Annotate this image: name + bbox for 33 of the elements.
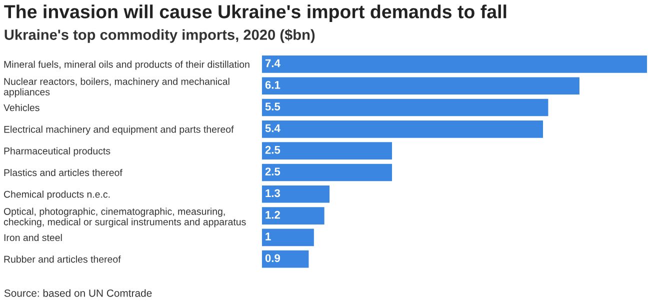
data-label: 1.3 bbox=[266, 189, 280, 198]
bar bbox=[262, 207, 324, 224]
y-tick-label: Plastics and articles thereof bbox=[4, 168, 122, 176]
bar bbox=[262, 142, 392, 160]
bar bbox=[262, 56, 648, 73]
bar bbox=[262, 77, 580, 95]
source-note: Source: based on UN Comtrade bbox=[4, 289, 152, 297]
data-label: 1 bbox=[266, 232, 271, 240]
bar bbox=[262, 228, 314, 246]
y-tick-label: Pharmaceutical products bbox=[4, 147, 110, 156]
y-tick-label: Iron and steel bbox=[4, 234, 62, 242]
data-label: 5.4 bbox=[265, 124, 280, 132]
y-tick-label: Chemical products n.e.c. bbox=[4, 190, 110, 200]
bar bbox=[262, 98, 548, 116]
data-label: 6.1 bbox=[265, 80, 280, 89]
bar bbox=[262, 250, 309, 268]
data-label: 2.5 bbox=[265, 168, 280, 176]
bar bbox=[262, 120, 543, 138]
data-label: 1.2 bbox=[266, 210, 280, 219]
y-tick-label: Rubber and articles thereof bbox=[4, 256, 121, 263]
chart-subtitle: Ukraine's top commodity imports, 2020 ($bn) bbox=[4, 28, 315, 43]
data-label: 0.9 bbox=[265, 254, 280, 262]
data-label: 7.4 bbox=[265, 59, 280, 68]
data-label: 5.5 bbox=[265, 102, 280, 110]
y-tick-label: Optical, photographic, cinematographic, measuring, checking, medical or surgical instruments and apparatus bbox=[4, 208, 246, 228]
y-tick-label: Electrical machinery and equipment and parts thereof bbox=[4, 126, 234, 135]
bar bbox=[262, 185, 330, 203]
y-tick-label: Mineral fuels, mineral oils and products of their distillation bbox=[4, 60, 250, 70]
chart-title: The invasion will cause Ukraine's import demands to fall bbox=[4, 4, 506, 22]
y-tick-label: Nuclear reactors, boilers, machinery and mechanical appliances bbox=[4, 78, 230, 98]
y-tick-label: Vehicles bbox=[4, 104, 40, 112]
data-label: 2.5 bbox=[265, 146, 280, 154]
bar bbox=[262, 164, 392, 182]
